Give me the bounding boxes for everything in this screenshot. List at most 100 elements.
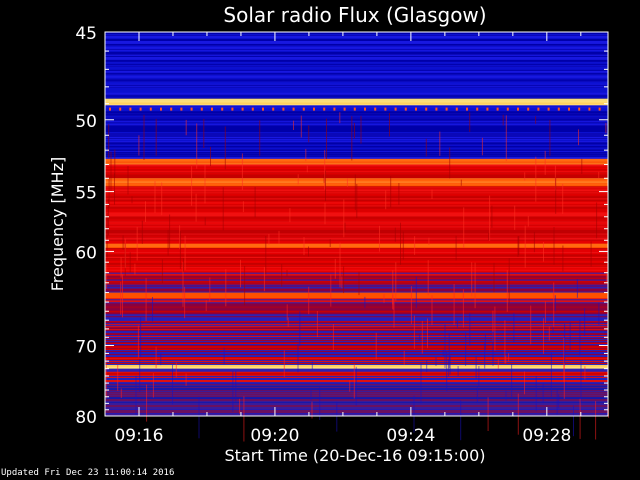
spectrogram-streak [478, 366, 480, 387]
y-tick-label: 50 [75, 112, 97, 132]
spectrogram-band-row [105, 53, 608, 56]
spectrogram-band-row [105, 150, 608, 153]
spectrogram-streak [549, 119, 551, 156]
spectrogram-marker-dot [588, 107, 591, 111]
spectrogram-streak [462, 289, 464, 328]
spectrogram-band-row [105, 353, 608, 356]
spectrogram-streak [308, 246, 309, 257]
spectrogram-band-row [105, 175, 608, 177]
spectrogram-marker-dot [547, 107, 550, 111]
spectrogram-band-row [105, 66, 608, 69]
spectrogram-streak [563, 363, 565, 399]
spectrogram-band-row [105, 359, 608, 362]
spectrogram-streak [530, 305, 532, 345]
spectrogram-marker-dot [364, 107, 366, 111]
spectrogram-marker-dot [517, 107, 519, 111]
spectrogram-streak [289, 208, 291, 223]
spectrogram-marker-dot [343, 107, 346, 111]
spectrogram-streak [511, 364, 513, 397]
spectrogram-band-row [105, 75, 608, 78]
spectrogram-streak [508, 258, 510, 304]
spectrogram-marker-dot [557, 107, 560, 111]
spectrogram-band-row [105, 221, 608, 223]
spectrogram-streak [517, 393, 519, 435]
spectrogram-band-row [105, 179, 608, 181]
spectrogram-band-row [105, 250, 608, 252]
spectrogram-marker-dot [160, 107, 162, 111]
spectrogram-band-row [105, 300, 608, 302]
spectrogram-band-row [105, 100, 608, 102]
spectrogram-band-row [105, 116, 608, 118]
spectrogram-band-row [105, 133, 608, 135]
spectrogram-band-row [105, 98, 608, 100]
spectrogram-band-row [105, 236, 608, 238]
spectrogram-band-row [105, 243, 608, 246]
spectrogram-band-row [105, 365, 608, 368]
spectrogram-band-row [105, 256, 608, 259]
spectrogram-band-row [105, 273, 608, 275]
spectrogram-streak [195, 193, 197, 222]
spectrogram-band-row [105, 129, 608, 131]
spectrogram-streak [140, 317, 142, 357]
spectrogram-streak [402, 231, 404, 260]
spectrogram-band-row [105, 316, 608, 318]
spectrogram-streak [354, 174, 356, 211]
spectrogram-band-row [105, 77, 608, 80]
spectrogram-band-row [105, 267, 608, 270]
spectrogram-streak [242, 201, 244, 213]
spectrogram-streak [324, 150, 326, 190]
spectrogram-band-row [105, 409, 608, 411]
spectrogram-streak [474, 262, 476, 309]
spectrogram-band-row [105, 311, 608, 313]
spectrogram-band-row [105, 255, 608, 258]
spectrogram-band-row [105, 105, 608, 107]
spectrogram-streak [169, 214, 171, 249]
spectrogram-streak [209, 277, 211, 302]
spectrogram-marker-dot [527, 107, 530, 111]
spectrogram-band-row [105, 91, 608, 94]
spectrogram-band-row [105, 307, 608, 309]
spectrogram-band-row [105, 104, 608, 106]
spectrogram-band-row [105, 238, 608, 240]
spectrogram-band-row [105, 272, 608, 274]
spectrogram-streak [341, 276, 343, 289]
spectrogram-marker-dot [313, 107, 315, 111]
spectrogram-streak [579, 319, 581, 356]
spectrogram-band-row [105, 161, 608, 163]
spectrogram-streak [552, 326, 554, 333]
spectrogram-streak [414, 236, 416, 255]
spectrogram-streak [268, 234, 270, 245]
spectrogram-band-row [105, 339, 608, 341]
x-tick-label: 09:24 [386, 426, 435, 446]
spectrogram-streak [198, 396, 200, 439]
spectrogram-band-row [105, 171, 608, 173]
spectrogram-streak [243, 396, 245, 442]
spectrogram-streak [244, 265, 246, 306]
spectrogram-band-row [105, 334, 608, 336]
spectrogram-band-row [105, 111, 608, 113]
spectrogram-streak [319, 387, 321, 420]
spectrogram-band-row [105, 229, 608, 231]
spectrogram-band-row [105, 319, 608, 321]
spectrogram-streak [421, 320, 423, 354]
spectrogram-streak [431, 295, 433, 325]
spectrogram-band-row [105, 264, 608, 267]
spectrogram-band-row [105, 113, 608, 115]
spectrogram-marker-dot [486, 107, 489, 111]
spectrogram-band-row [105, 128, 608, 130]
spectrogram-band-row [105, 97, 608, 99]
spectrogram-band-row [105, 284, 608, 286]
spectrogram-band-row [105, 313, 608, 315]
spectrogram-plot-area [105, 32, 609, 442]
spectrogram-band-row [105, 123, 608, 125]
spectrogram-band-row [105, 61, 608, 64]
spectrogram-streak [152, 373, 154, 398]
spectrogram-streak [154, 181, 156, 213]
spectrogram-band-row [105, 168, 608, 170]
spectrogram-streak [139, 359, 141, 392]
spectrogram-streak [224, 126, 226, 170]
y-tick-label: 45 [75, 24, 97, 44]
spectrogram-streak [505, 115, 507, 162]
spectrogram-streak [527, 215, 529, 227]
spectrogram-streak [299, 311, 301, 347]
